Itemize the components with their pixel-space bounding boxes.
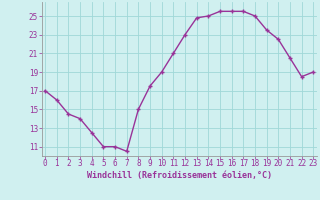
X-axis label: Windchill (Refroidissement éolien,°C): Windchill (Refroidissement éolien,°C): [87, 171, 272, 180]
